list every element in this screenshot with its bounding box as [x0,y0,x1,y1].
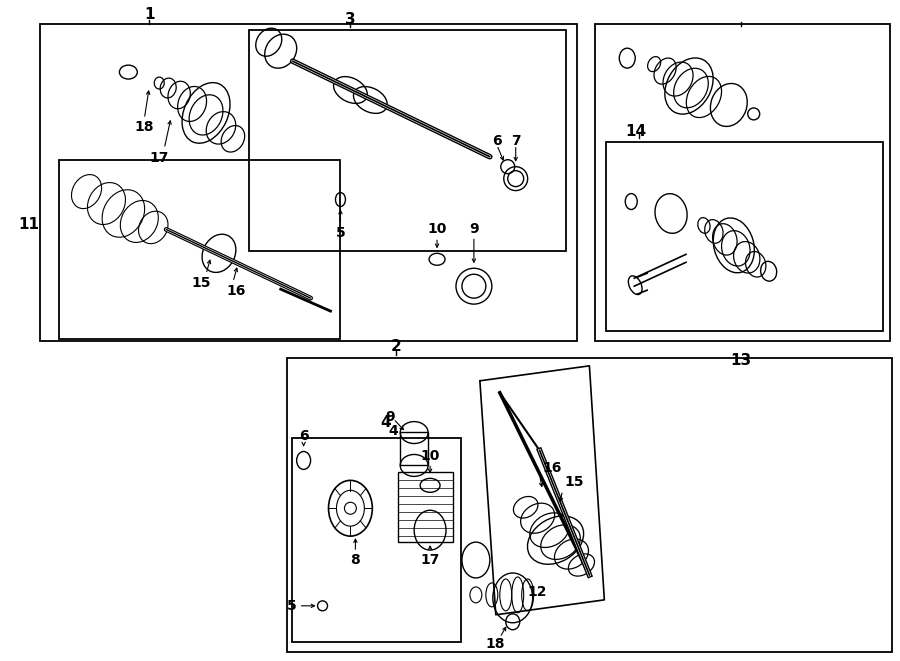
Text: 18: 18 [134,120,154,134]
Bar [596,24,890,341]
Text: 4: 4 [389,424,398,438]
Text: 15: 15 [192,276,211,290]
Text: 5: 5 [287,599,297,613]
Bar [607,142,883,331]
Text: 7: 7 [511,134,520,148]
Text: 11: 11 [19,217,40,232]
Text: 10: 10 [428,223,446,237]
Text: 4: 4 [380,415,391,430]
Text: 9: 9 [469,223,479,237]
Bar [248,30,565,251]
Bar [58,160,340,339]
Text: 15: 15 [564,475,584,489]
Text: 6: 6 [492,134,501,148]
Text: 5: 5 [336,227,346,241]
Text: 16: 16 [543,461,562,475]
Text: 3: 3 [345,12,356,27]
Text: 10: 10 [420,449,440,463]
Text: 8: 8 [350,553,360,567]
Bar [400,432,428,465]
Text: 6: 6 [299,428,309,443]
Text: 14: 14 [626,124,646,139]
Text: 16: 16 [226,284,246,298]
Bar [287,358,892,652]
Bar [40,24,578,341]
Text: 12: 12 [528,585,547,599]
Text: 13: 13 [730,354,752,368]
Text: 1: 1 [144,7,155,22]
Bar [398,473,453,542]
Text: 9: 9 [385,410,395,424]
Bar [292,438,461,642]
Text: 17: 17 [149,151,169,165]
Text: 2: 2 [391,340,401,354]
Text: 17: 17 [420,553,440,567]
Text: 18: 18 [485,637,505,650]
